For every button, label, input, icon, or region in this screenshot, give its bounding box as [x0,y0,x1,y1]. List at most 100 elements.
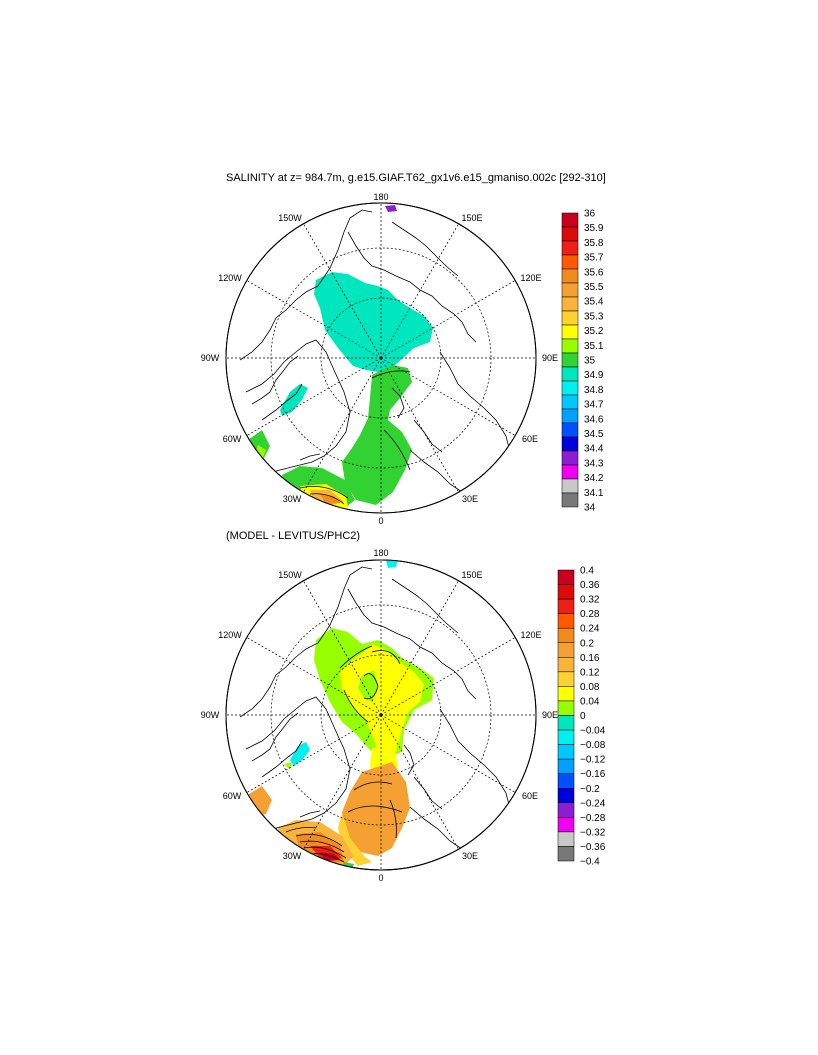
colorbar-swatch [557,846,575,862]
colorbar-swatch [557,627,575,644]
colorbar-swatch [561,366,579,382]
colorbar-swatch [561,268,579,284]
colorbar-swatch [557,744,575,760]
meridian-label: 90E [542,710,558,720]
meridian-label: 180 [373,192,388,202]
colorbar-tick-label: −0.2 [580,784,600,795]
meridian-label: 120E [520,630,541,640]
colorbar-tick-label: −0.28 [580,813,606,824]
colorbar-difference: 0.4 0.36 0.32 0.28 0.24 0.2 0.16 0.12 0.08 0.04 0 −… [557,566,606,868]
polar-map-salinity: 180 150W 150E 120W 120E 90W 90E 60W 60E … [201,192,558,526]
graticule [226,560,536,870]
colorbar-tick-label: 34.7 [584,400,604,411]
colorbar-tick-label: 0.08 [580,682,600,693]
colorbar-swatch [561,450,579,466]
colorbar-swatch [557,657,575,673]
colorbar-tick-label: 35.2 [584,326,604,337]
colorbar-tick-label: 34.2 [584,473,604,484]
colorbar-swatch [557,642,575,658]
meridian-label: 60E [522,791,538,801]
colorbar-tick-label: 0.2 [580,638,594,649]
colorbar-tick-label: 0.4 [580,566,594,577]
colorbar-tick-label: 0.28 [580,609,600,620]
colorbar-swatch [561,492,579,508]
colorbar-tick-label: 0.04 [580,696,600,707]
colorbar-tick-label: 0 [580,711,586,722]
map-title-difference: (MODEL - LEVITUS/PHC2) [226,530,361,542]
colorbar-tick-label: −0.04 [580,726,606,737]
colorbar-tick-label: −0.24 [580,798,606,809]
colorbar-swatch [561,240,579,256]
meridian-label: 150E [461,570,482,580]
colorbar-swatch [561,324,579,340]
meridian-label: 180 [373,548,388,558]
colorbar-swatch [557,569,575,585]
colorbar-tick-label: −0.36 [580,842,606,853]
salinity-field-nordic-seas [342,365,412,505]
colorbar-swatch [557,773,575,789]
graticule [226,203,536,513]
colorbar-swatch [557,700,575,716]
map-title-salinity: SALINITY at z= 984.7m, g.e15.GIAF.T62_gx… [226,172,606,184]
colorbar-tick-label: 35.8 [584,238,604,249]
meridian-label: 0 [378,873,383,883]
salinity-field-baffin [280,384,308,416]
colorbar-swatch [561,310,579,326]
meridian-label: 150W [278,213,302,223]
colorbar-tick-label: 34.1 [584,488,604,499]
colorbar-swatch [561,464,579,480]
meridian-label: 30W [283,494,302,504]
colorbar-swatch [557,671,575,687]
colorbar-swatch [557,831,575,847]
colorbar-swatch [557,598,575,614]
colorbar-tick-label: 35.3 [584,311,604,322]
meridian-label: 120W [218,630,242,640]
meridian-label: 30E [462,494,478,504]
colorbar-swatch [561,338,579,354]
colorbar-tick-label: 35.5 [584,282,604,293]
difference-field-nordic-seas [342,762,410,856]
colorbar-tick-label: 0.12 [580,667,600,678]
colorbar-swatch [561,212,579,228]
meridian-label: 30E [462,851,478,861]
colorbar-swatch [561,254,579,270]
colorbar-swatch [557,686,575,702]
colorbar-swatch [557,788,575,804]
colorbar-tick-label: 34 [584,503,596,514]
colorbar-swatch [557,584,575,600]
colorbar-tick-label: 36 [584,209,596,220]
colorbar-tick-label: 34.4 [584,444,604,455]
meridian-label: 90E [542,353,558,363]
meridian-label: 120E [520,273,541,283]
colorbar-tick-label: −0.12 [580,755,606,766]
colorbar-tick-label: 35 [584,356,596,367]
colorbar-tick-label: −0.32 [580,827,606,838]
difference-field-interior [340,644,424,758]
colorbar-swatch [557,817,575,833]
meridian-label: 150W [278,570,302,580]
meridian-label: 60W [223,434,242,444]
colorbar-salinity: 36 35.9 35.8 35.7 35.6 35.5 35.4 35.3 35.2 35.1 35… [561,209,604,514]
colorbar-tick-label: 35.6 [584,267,604,278]
colorbar-tick-label: 34.8 [584,385,604,396]
colorbar-tick-label: 35.7 [584,253,604,264]
colorbar-swatch [557,802,575,818]
colorbar-swatch [557,715,575,731]
meridian-label: 60W [223,791,242,801]
colorbar-tick-label: 34.5 [584,429,604,440]
meridian-label: 30W [283,851,302,861]
polar-map-difference: 180 150W 150E 120W 120E 90W 90E 60W 60E … [201,548,558,883]
meridian-label: 150E [461,213,482,223]
colorbar-swatch [561,408,579,424]
colorbar-swatch [561,394,579,410]
meridian-label: 90W [201,710,220,720]
meridian-label: 120W [218,273,242,283]
meridian-label: 60E [522,434,538,444]
colorbar-swatch [557,613,575,629]
colorbar-tick-label: 34.6 [584,414,604,425]
colorbar-tick-label: 35.9 [584,223,604,234]
colorbar-tick-label: 0.36 [580,580,600,591]
meridian-label: 90W [201,353,220,363]
salinity-field-arctic-basin [314,272,433,372]
colorbar-tick-label: 34.9 [584,370,604,381]
